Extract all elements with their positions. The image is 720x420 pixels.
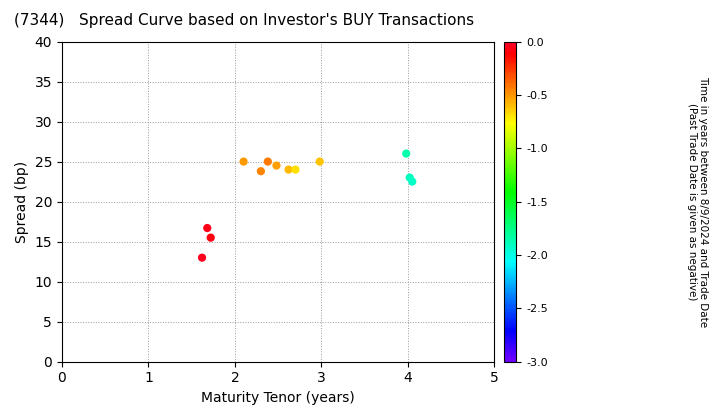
Point [283,166,294,173]
Text: (7344)   Spread Curve based on Investor's BUY Transactions: (7344) Spread Curve based on Investor's … [14,13,474,28]
Y-axis label: Spread (bp): Spread (bp) [15,160,29,243]
Point [314,158,325,165]
Point [205,234,217,241]
Y-axis label: Time in years between 8/9/2024 and Trade Date
(Past Trade Date is given as negat: Time in years between 8/9/2024 and Trade… [687,76,708,327]
Point [262,158,274,165]
Point [202,225,213,231]
Point [271,162,282,169]
Point [404,174,415,181]
Point [407,178,418,185]
Point [238,158,249,165]
Point [400,150,412,157]
Point [289,166,301,173]
X-axis label: Maturity Tenor (years): Maturity Tenor (years) [202,391,355,405]
Point [255,168,266,175]
Point [197,254,208,261]
